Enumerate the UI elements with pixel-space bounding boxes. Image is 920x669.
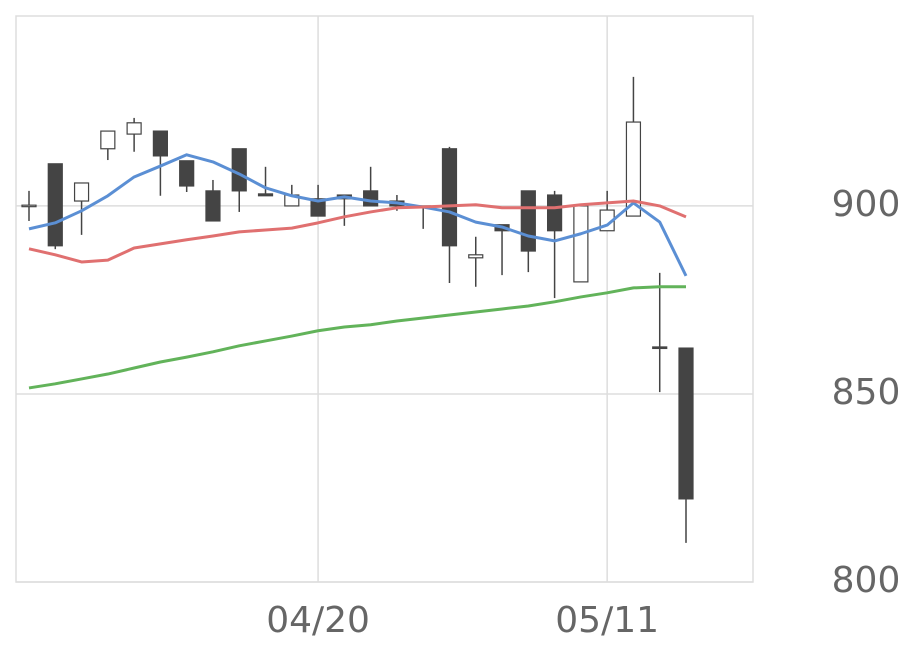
candle-body bbox=[21, 204, 37, 208]
candle-body bbox=[257, 193, 274, 197]
candle-body bbox=[231, 148, 247, 192]
candle-body bbox=[205, 190, 221, 222]
x-tick-label: 04/20 bbox=[266, 600, 370, 641]
moving-average-line bbox=[28, 199, 687, 264]
y-tick-label: 900 bbox=[832, 184, 901, 225]
candle-body bbox=[152, 130, 168, 157]
candle-body bbox=[47, 163, 63, 247]
plot-frame bbox=[15, 15, 754, 583]
candle-body bbox=[625, 121, 642, 217]
moving-average-line bbox=[28, 153, 688, 277]
candle-body bbox=[310, 198, 326, 217]
candle-body bbox=[652, 346, 668, 350]
candle-body bbox=[441, 148, 458, 247]
y-tick-label: 800 bbox=[832, 560, 901, 601]
candle-body bbox=[73, 182, 90, 202]
candle-body bbox=[179, 160, 195, 187]
candle-body bbox=[100, 130, 116, 150]
candle-body bbox=[468, 254, 484, 259]
candle-body bbox=[546, 194, 563, 232]
x-tick-label: 05/11 bbox=[555, 600, 659, 641]
y-tick-label: 850 bbox=[832, 372, 901, 413]
candle-body bbox=[678, 347, 694, 500]
candle-body bbox=[126, 122, 142, 135]
candle-body bbox=[573, 205, 589, 283]
candle-body bbox=[520, 190, 536, 252]
candle-body bbox=[363, 190, 379, 207]
moving-average-line bbox=[28, 285, 686, 390]
